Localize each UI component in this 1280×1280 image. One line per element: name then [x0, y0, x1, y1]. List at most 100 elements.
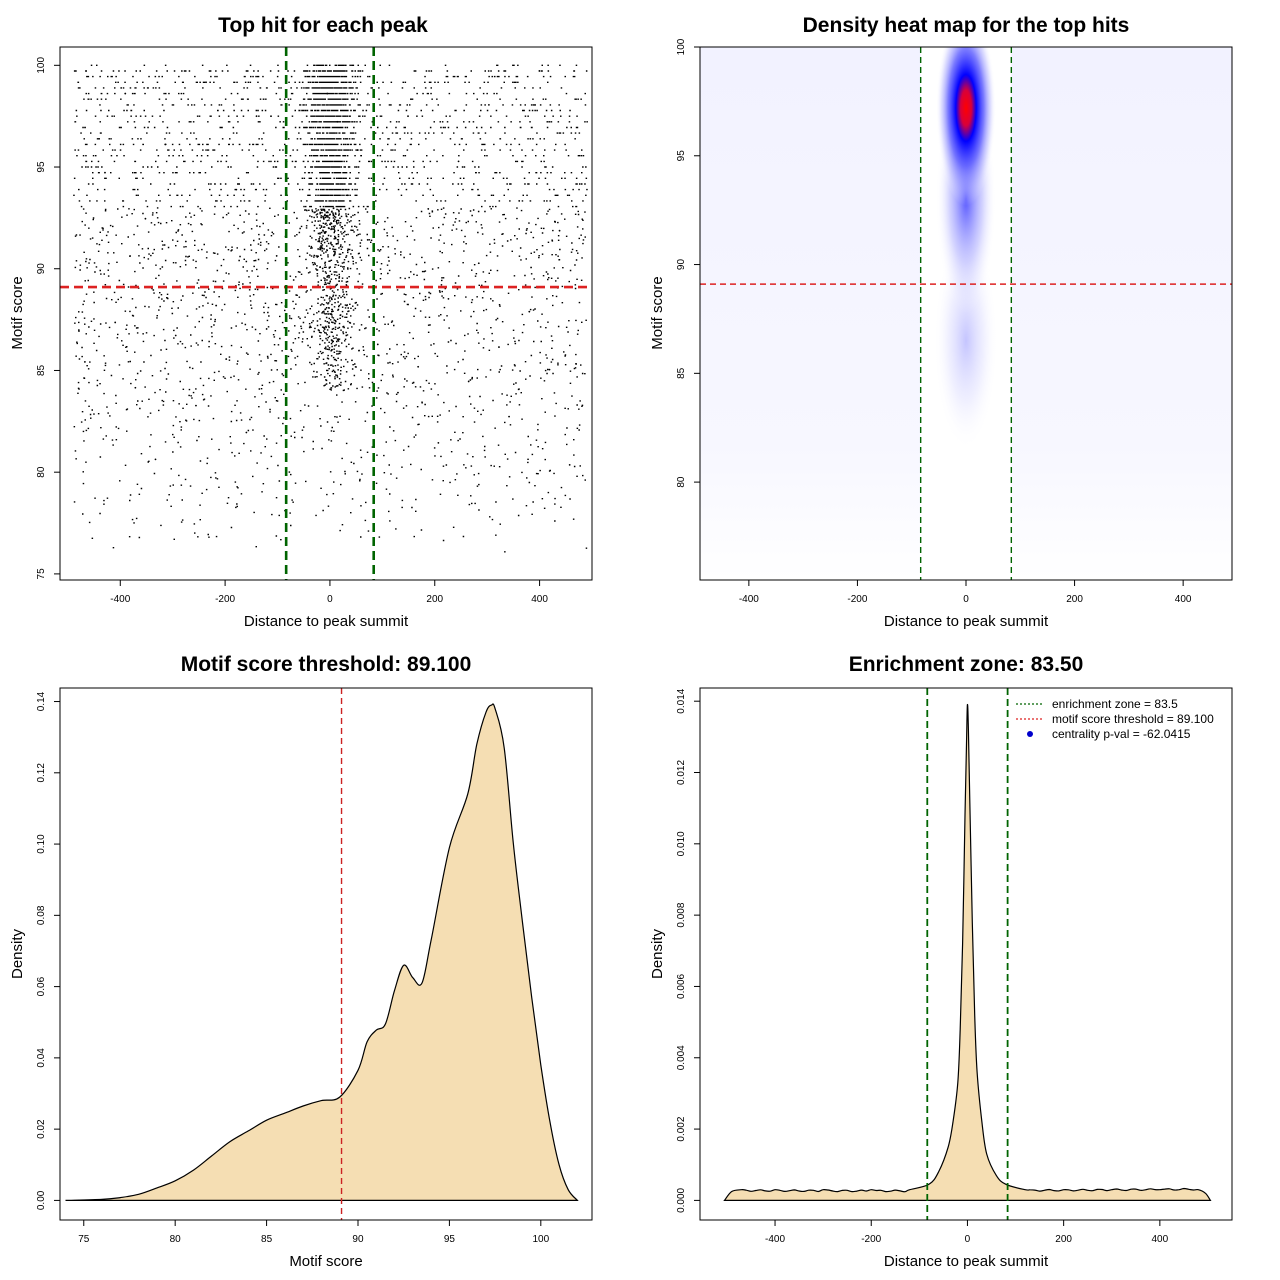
scatter-point: [154, 458, 157, 461]
y-tick-label: 0.008: [676, 902, 687, 927]
scatter-point: [184, 240, 187, 243]
scatter-point: [275, 255, 278, 257]
scatter-point: [417, 365, 420, 368]
y-tick-label: 75: [36, 568, 47, 580]
scatter-point: [518, 200, 521, 202]
x-tick-label: 200: [1066, 594, 1083, 605]
panel-3-density-area: [65, 703, 579, 1201]
y-tick-label: 100: [676, 38, 687, 55]
panel-scatter: Top hit for each peak Distance to peak s…: [9, 14, 593, 630]
scatter-point: [265, 328, 268, 330]
scatter-point: [215, 304, 218, 307]
y-tick-label: 0.12: [36, 763, 47, 783]
panel-4-ylabel: Density: [649, 928, 666, 979]
scatter-point: [346, 194, 349, 197]
panel-2-ylabel: Motif score: [649, 276, 666, 349]
scatter-point: [508, 415, 510, 418]
y-tick-label: 0.006: [676, 974, 687, 999]
scatter-point: [477, 262, 480, 265]
scatter-point: [467, 380, 470, 383]
scatter-point: [134, 386, 137, 389]
panel-4-xlabel: Distance to peak summit: [884, 1253, 1049, 1270]
scatter-point: [376, 343, 379, 346]
panel-1-ticks: -400 -200 0 200 400 75 80 85 90 95 100: [36, 57, 548, 605]
scatter-point: [94, 271, 96, 273]
scatter-point-cloud: [73, 64, 588, 553]
y-tick-label: 80: [676, 476, 687, 488]
y-tick-label: 90: [36, 263, 47, 275]
panel-2-ticks: -400 -200 0 200 400 80 85 90 95 100: [676, 38, 1192, 605]
x-tick-label: -400: [765, 1234, 785, 1245]
scatter-point: [124, 92, 127, 95]
panel-1-reference-lines: [60, 47, 592, 580]
scatter-point: [205, 81, 207, 84]
scatter-point: [548, 368, 551, 371]
x-tick-label: -200: [215, 594, 235, 605]
scatter-point: [235, 188, 238, 191]
scatter-point: [386, 272, 389, 275]
legend-point-centrality: [1027, 731, 1033, 737]
scatter-point: [397, 391, 399, 394]
y-tick-label: 0.04: [36, 1048, 47, 1068]
panel-4-title: Enrichment zone: 83.50: [849, 653, 1084, 676]
panel-2-heat: [700, 47, 1232, 580]
y-tick-label: 0.00: [36, 1190, 47, 1210]
scatter-point: [437, 441, 440, 444]
panel-1-points: [73, 64, 588, 553]
scatter-point: [83, 361, 86, 363]
panel-1-frame: [59, 46, 593, 581]
x-tick-label: 400: [531, 594, 548, 605]
scatter-point: [255, 115, 258, 118]
legend-label-enrichment: enrichment zone = 83.5: [1052, 697, 1178, 711]
scatter-point: [356, 149, 359, 151]
scatter-point: [578, 183, 581, 185]
scatter-point: [306, 126, 308, 129]
y-tick-label: 100: [36, 57, 47, 74]
panel-3-ylabel: Density: [9, 928, 26, 979]
x-tick-label: 400: [1175, 594, 1192, 605]
panel-1-title: Top hit for each peak: [218, 14, 428, 37]
x-tick-label: 100: [532, 1234, 549, 1245]
x-tick-label: 85: [261, 1234, 273, 1245]
x-tick-label: 200: [1055, 1234, 1072, 1245]
panel-heatmap: Density heat map for the top hits Distan…: [649, 14, 1233, 630]
scatter-point: [498, 346, 500, 348]
x-tick-label: 0: [965, 1234, 971, 1245]
panel-4-ticks: -400 -200 0 200 400 0.000 0.002 0.004 0.006 0.008…: [676, 688, 1169, 1245]
y-tick-label: 0.004: [676, 1045, 687, 1070]
x-tick-label: -400: [739, 594, 759, 605]
scatter-point: [538, 70, 541, 72]
scatter-point: [114, 321, 117, 324]
panel-distance-density: Enrichment zone: 83.50 Distance to peak …: [649, 653, 1233, 1270]
panel-3-title: Motif score threshold: 89.100: [181, 653, 472, 676]
scatter-point: [174, 334, 177, 337]
scatter-point: [164, 143, 167, 146]
y-tick-label: 80: [36, 466, 47, 478]
scatter-point: [366, 238, 369, 241]
scatter-point: [407, 115, 409, 118]
scatter-point: [528, 310, 531, 313]
y-tick-label: 0.08: [36, 905, 47, 925]
scatter-point: [144, 217, 147, 220]
panel-4-legend: enrichment zone = 83.5 motif score thres…: [1016, 697, 1214, 741]
y-tick-label: 0.012: [676, 760, 687, 785]
panel-3-ticks: 75 80 85 90 95 100 0.00 0.02 0.04 0.06 0.08 0.10 0.1…: [36, 691, 550, 1245]
panel-3-frame: [59, 687, 593, 1221]
panel-1-ylabel: Motif score: [9, 276, 26, 349]
y-tick-label: 90: [676, 259, 687, 271]
scatter-point: [104, 171, 106, 174]
scatter-point: [195, 404, 197, 407]
y-tick-label: 0.002: [676, 1116, 687, 1141]
scatter-point: [336, 120, 339, 123]
x-tick-label: -200: [861, 1234, 881, 1245]
x-tick-label: 0: [963, 594, 969, 605]
scatter-point: [558, 229, 561, 232]
scatter-point: [488, 103, 490, 106]
panel-3-xlabel: Motif score: [289, 1253, 362, 1270]
x-tick-label: 75: [78, 1234, 90, 1245]
x-tick-label: -200: [847, 594, 867, 605]
y-tick-label: 0.014: [676, 688, 687, 713]
scatter-point: [225, 358, 228, 360]
panel-2-title: Density heat map for the top hits: [803, 14, 1130, 37]
